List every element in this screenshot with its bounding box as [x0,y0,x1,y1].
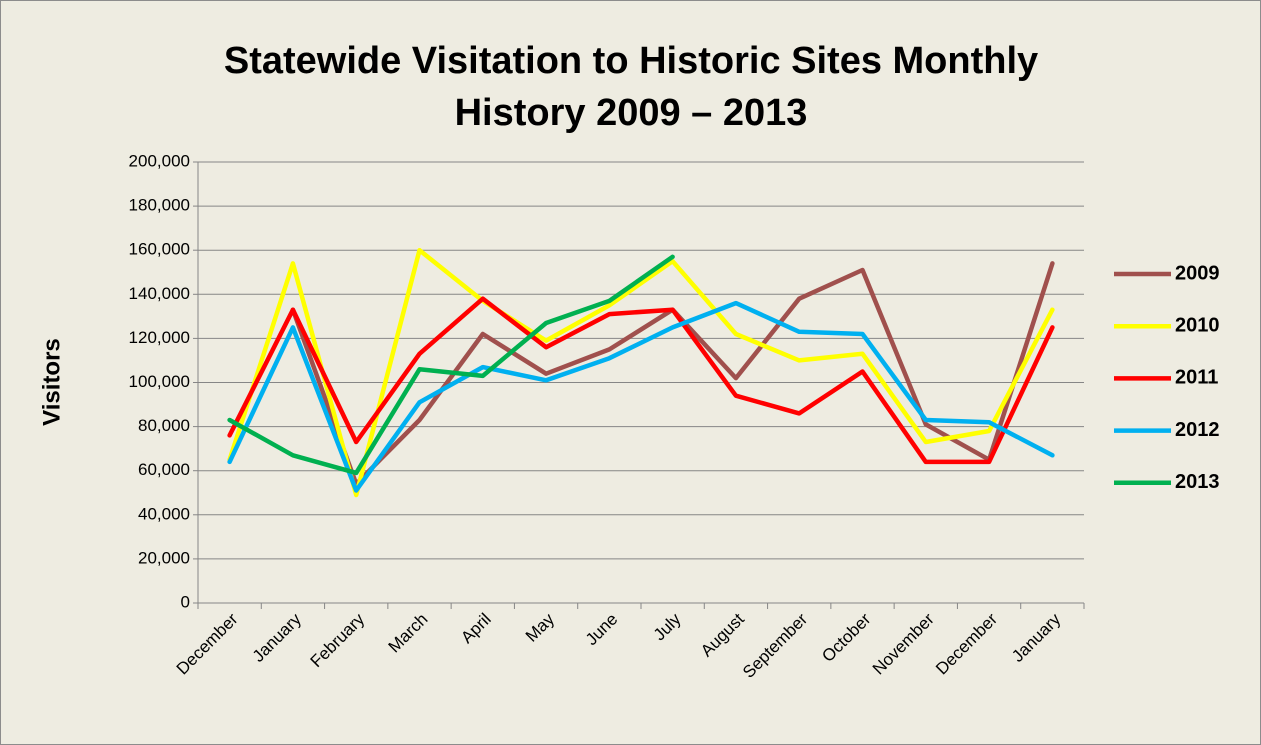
y-tick-label: 160,000 [129,240,190,259]
series-line [227,254,675,476]
legend-label: 2012 [1175,419,1220,441]
series-line [227,247,1055,498]
legend-label: 2009 [1175,262,1220,284]
y-tick-label: 120,000 [129,328,190,347]
x-tick-label: November [869,609,938,678]
y-tick-label: 40,000 [138,504,190,523]
x-tick-label: September [739,609,811,681]
chart-title: Statewide Visitation to Historic Sites M… [223,40,1039,134]
y-tick-label: 140,000 [129,284,190,303]
x-tick-label: August [697,609,748,660]
x-tick-label: March [385,610,432,657]
x-tick-label: February [307,609,369,671]
y-tick-label: 180,000 [129,196,190,215]
y-tick-label: 100,000 [129,372,190,391]
x-tick-label: October [818,609,874,665]
x-tick-label: January [1008,609,1065,666]
y-axis-label: Visitors [38,338,65,426]
legend-label: 2010 [1175,314,1220,336]
x-tick-label: May [522,609,558,645]
y-tick-label: 20,000 [138,548,190,567]
x-tick-label: December [932,609,1001,678]
x-tick-label: April [457,610,494,647]
y-tick-label: 60,000 [138,460,190,479]
y-tick-label: 0 [181,592,190,611]
x-tick-label: July [650,609,685,644]
x-tick-label: December [173,609,242,678]
series-line [227,296,1055,465]
x-tick-label: January [249,609,306,666]
legend-label: 2013 [1175,471,1220,493]
y-tick-label: 80,000 [138,416,190,435]
x-tick-label: June [582,610,622,650]
y-tick-label: 200,000 [129,151,190,170]
legend-label: 2011 [1175,367,1218,389]
series-line [227,300,1055,493]
